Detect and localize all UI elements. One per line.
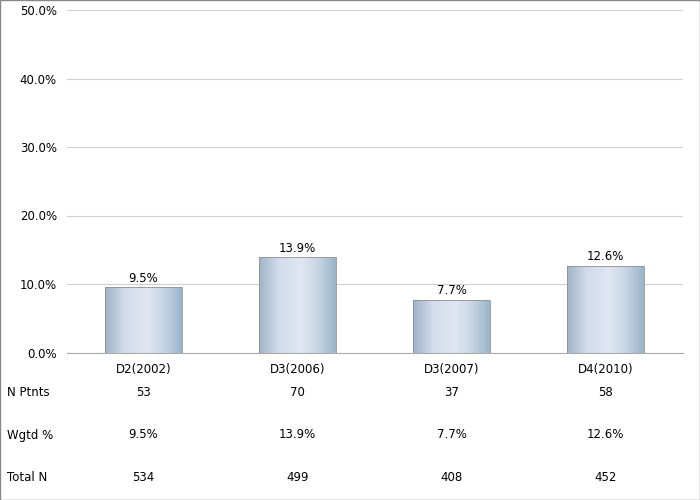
Text: 7.7%: 7.7% bbox=[437, 428, 466, 442]
Text: 12.6%: 12.6% bbox=[587, 428, 624, 442]
Text: 452: 452 bbox=[594, 471, 617, 484]
Text: 534: 534 bbox=[132, 471, 155, 484]
Text: 408: 408 bbox=[440, 471, 463, 484]
Text: N Ptnts: N Ptnts bbox=[7, 386, 50, 399]
Bar bbox=[567, 266, 644, 352]
Text: Total N: Total N bbox=[7, 471, 48, 484]
Text: 499: 499 bbox=[286, 471, 309, 484]
Text: 13.9%: 13.9% bbox=[279, 242, 316, 254]
Text: 9.5%: 9.5% bbox=[129, 272, 158, 284]
Bar bbox=[105, 288, 182, 352]
Text: 13.9%: 13.9% bbox=[279, 428, 316, 442]
Text: 7.7%: 7.7% bbox=[437, 284, 466, 297]
Bar bbox=[259, 258, 336, 352]
Bar bbox=[413, 300, 490, 352]
Text: 53: 53 bbox=[136, 386, 151, 399]
Text: 9.5%: 9.5% bbox=[129, 428, 158, 442]
Text: 12.6%: 12.6% bbox=[587, 250, 624, 264]
Text: Wgtd %: Wgtd % bbox=[7, 428, 53, 442]
Text: 37: 37 bbox=[444, 386, 459, 399]
Text: 70: 70 bbox=[290, 386, 305, 399]
Text: 58: 58 bbox=[598, 386, 613, 399]
